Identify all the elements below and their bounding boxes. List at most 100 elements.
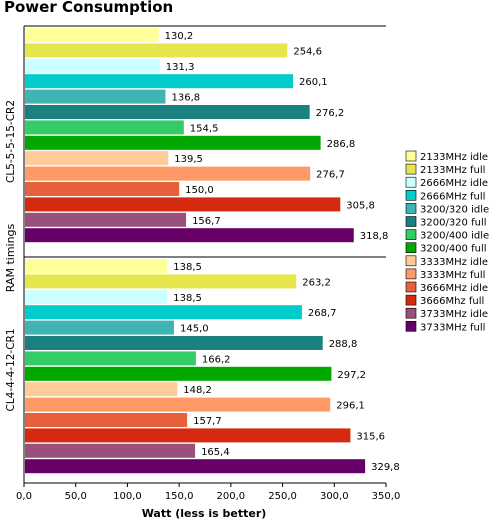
bar <box>25 120 184 135</box>
legend-swatch <box>405 203 417 214</box>
legend-swatch <box>405 176 417 188</box>
bar-value-label: 254,6 <box>293 46 322 57</box>
legend-swatch <box>405 294 417 306</box>
bar <box>25 89 166 104</box>
legend-label: 3333MHz idle <box>420 257 488 268</box>
bar <box>25 212 187 227</box>
bar-value-label: 286,8 <box>327 139 356 150</box>
bar-value-label: 130,2 <box>165 31 194 42</box>
bar <box>25 182 180 196</box>
bar-value-label: 276,2 <box>316 108 345 119</box>
bar <box>25 413 188 427</box>
bar-value-label: 157,7 <box>193 416 222 427</box>
bar-value-label: 138,5 <box>173 262 202 273</box>
legend-label: 3200/320 idle <box>420 204 489 215</box>
bar-value-label: 165,4 <box>201 447 230 458</box>
bar <box>25 259 168 273</box>
bar <box>25 228 354 243</box>
chart-title: Power Consumption <box>4 0 173 16</box>
bar-value-label: 131,3 <box>166 62 195 73</box>
legend-swatch <box>405 255 417 267</box>
group-label: CL4-4-4-12-CR1 <box>5 328 17 411</box>
legend-swatch <box>405 307 417 319</box>
bar-value-label: 145,0 <box>180 324 209 335</box>
bar-value-label: 276,7 <box>316 170 345 181</box>
bar <box>25 105 310 119</box>
bar-value-label: 156,7 <box>192 216 221 227</box>
x-tick-label: 250,0 <box>268 491 297 502</box>
bar <box>25 274 297 289</box>
bar-value-label: 315,6 <box>356 431 385 442</box>
bar-value-label: 268,7 <box>308 308 337 319</box>
bar-value-label: 166,2 <box>202 354 231 365</box>
bar <box>25 166 311 181</box>
x-tick-label: 350,0 <box>372 491 401 502</box>
legend-label: 3200/400 full <box>420 244 487 255</box>
bar-value-label: 318,8 <box>360 231 389 242</box>
bar <box>25 351 196 366</box>
x-tick-label: 300,0 <box>320 491 349 502</box>
bar <box>25 197 341 212</box>
bar-value-label: 150,0 <box>185 185 214 196</box>
bar <box>25 320 174 335</box>
bar-value-label: 329,8 <box>371 462 400 473</box>
x-tick-label: 200,0 <box>217 491 246 502</box>
bar <box>25 366 332 381</box>
legend-label: 2666MHz full <box>420 191 485 202</box>
x-tick-label: 150,0 <box>165 491 194 502</box>
legend-swatch <box>405 216 417 227</box>
bar-value-label: 154,5 <box>190 123 219 134</box>
legend: 2133MHz idle 2133MHz full 2666MHz idle 2666… <box>405 150 489 333</box>
bar-value-label: 305,8 <box>346 200 375 211</box>
legend-label: 3666MHz idle <box>420 283 488 294</box>
bar-value-label: 288,8 <box>329 339 358 350</box>
bar-value-label: 263,2 <box>302 277 331 288</box>
legend-label: 3200/320 full <box>420 218 487 229</box>
legend-label: 2666MHz idle <box>420 178 488 189</box>
bar-value-label: 296,1 <box>336 401 365 412</box>
group-label: CL5-5-5-15-CR2 <box>5 100 17 183</box>
bar <box>25 289 168 304</box>
bar-value-label: 148,2 <box>183 385 212 396</box>
bar-value-label: 138,5 <box>173 293 202 304</box>
y-axis-title: RAM timings <box>4 223 17 292</box>
legend-swatch <box>405 163 417 175</box>
bar <box>25 382 178 397</box>
bar <box>25 43 288 58</box>
bar <box>25 443 196 458</box>
bar <box>25 428 351 443</box>
bar <box>25 74 294 89</box>
legend-label: 3200/400 idle <box>420 231 489 242</box>
legend-swatch <box>405 268 417 280</box>
legend-label: 3733MHz idle <box>420 309 488 320</box>
legend-swatch <box>405 281 417 293</box>
bar-value-label: 136,8 <box>171 93 200 104</box>
legend-label: 2133MHz full <box>420 165 485 176</box>
bar-value-label: 260,1 <box>299 77 328 88</box>
legend-swatch <box>405 242 417 253</box>
legend-label: 3333MHz full <box>420 270 485 281</box>
bar <box>25 397 331 412</box>
bar <box>25 151 169 166</box>
bar <box>25 58 160 73</box>
x-tick-label: 0,0 <box>16 491 32 502</box>
legend-label: 3666Mhz full <box>420 296 484 307</box>
plot-area: 130,2 254,6 131,3 260,1 136,8 276,2 154,5 286,8… <box>5 25 401 502</box>
bar <box>25 459 366 474</box>
bar-value-label: 139,5 <box>174 154 203 165</box>
bar <box>25 336 323 350</box>
bar <box>25 305 302 320</box>
x-tick-label: 100,0 <box>113 491 142 502</box>
legend-swatch <box>405 320 417 332</box>
bar <box>25 28 159 42</box>
legend-swatch <box>405 150 417 162</box>
bar <box>25 135 321 150</box>
legend-label: 3733MHz full <box>420 322 485 333</box>
x-tick-label: 50,0 <box>65 491 87 502</box>
legend-swatch <box>405 190 417 201</box>
bar-value-label: 297,2 <box>337 370 366 381</box>
x-axis-title: Watt (less is better) <box>142 507 267 520</box>
legend-label: 2133MHz idle <box>420 152 488 163</box>
